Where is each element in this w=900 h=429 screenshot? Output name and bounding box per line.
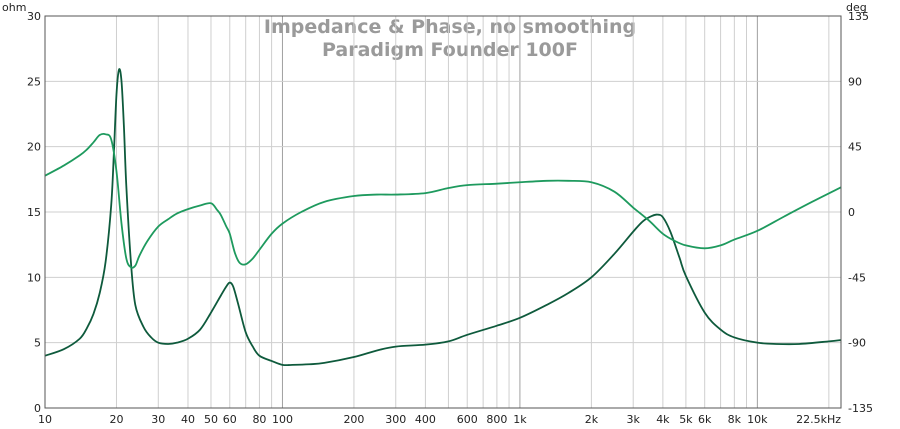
x-tick-label: 600	[457, 413, 478, 426]
y-right-tick-label: 90	[848, 75, 862, 88]
x-tick-label: 200	[343, 413, 364, 426]
y-left-tick-label: 0	[34, 402, 41, 415]
plot-frame	[44, 15, 842, 409]
y-right-tick-label: -135	[848, 402, 873, 415]
y-left-tick-label: 15	[27, 206, 41, 219]
x-tick-label: 5k	[679, 413, 693, 426]
y-right-tick-label: 135	[848, 10, 869, 23]
chart-subtitle: Paradigm Founder 100F	[322, 39, 578, 61]
y-left-tick-label: 30	[27, 10, 41, 23]
y-right-axis-label: deg	[846, 1, 867, 14]
x-tick-label: 6k	[698, 413, 712, 426]
x-tick-label: 1k	[513, 413, 527, 426]
x-tick-label: 40	[181, 413, 195, 426]
x-tick-label: 10k	[747, 413, 768, 426]
y-right-tick-label: -45	[848, 271, 866, 284]
chart-title: Impedance & Phase, no smoothing	[264, 16, 636, 38]
series-lines	[44, 68, 842, 367]
y-left-tick-label: 25	[27, 75, 41, 88]
x-tick-label: 10	[38, 413, 52, 426]
x-tick-label: 30	[151, 413, 165, 426]
x-tick-label: 3k	[627, 413, 641, 426]
x-tick-label: 60	[223, 413, 237, 426]
x-tick-label: 20	[109, 413, 123, 426]
x-tick-label: 300	[385, 413, 406, 426]
grid-lines	[45, 16, 841, 408]
x-tick-label: 50	[204, 413, 218, 426]
y-left-tick-label: 10	[27, 271, 41, 284]
phase-series-line	[44, 132, 842, 269]
y-left-tick-label: 5	[34, 337, 41, 350]
y-right-tick-label: 45	[848, 141, 862, 154]
x-tick-label: 800	[486, 413, 507, 426]
y-right-tick-label: 0	[848, 206, 855, 219]
y-left-tick-label: 20	[27, 141, 41, 154]
x-tick-label: 8k	[728, 413, 742, 426]
y-right-tick-label: -90	[848, 337, 866, 350]
x-tick-label: 22.5kHz	[796, 413, 841, 426]
x-tick-label: 4k	[656, 413, 670, 426]
x-tick-label: 100	[272, 413, 293, 426]
x-tick-label: 400	[415, 413, 436, 426]
x-tick-label: 80	[252, 413, 266, 426]
y-left-axis-label: ohm	[2, 1, 26, 14]
impedance-series-line	[44, 68, 842, 367]
x-tick-label: 2k	[585, 413, 599, 426]
tick-labels: 0 5 10 15 20 25 30 -135 -90 -45 0 45 90 135 10 20 30 40 50…	[27, 10, 873, 426]
